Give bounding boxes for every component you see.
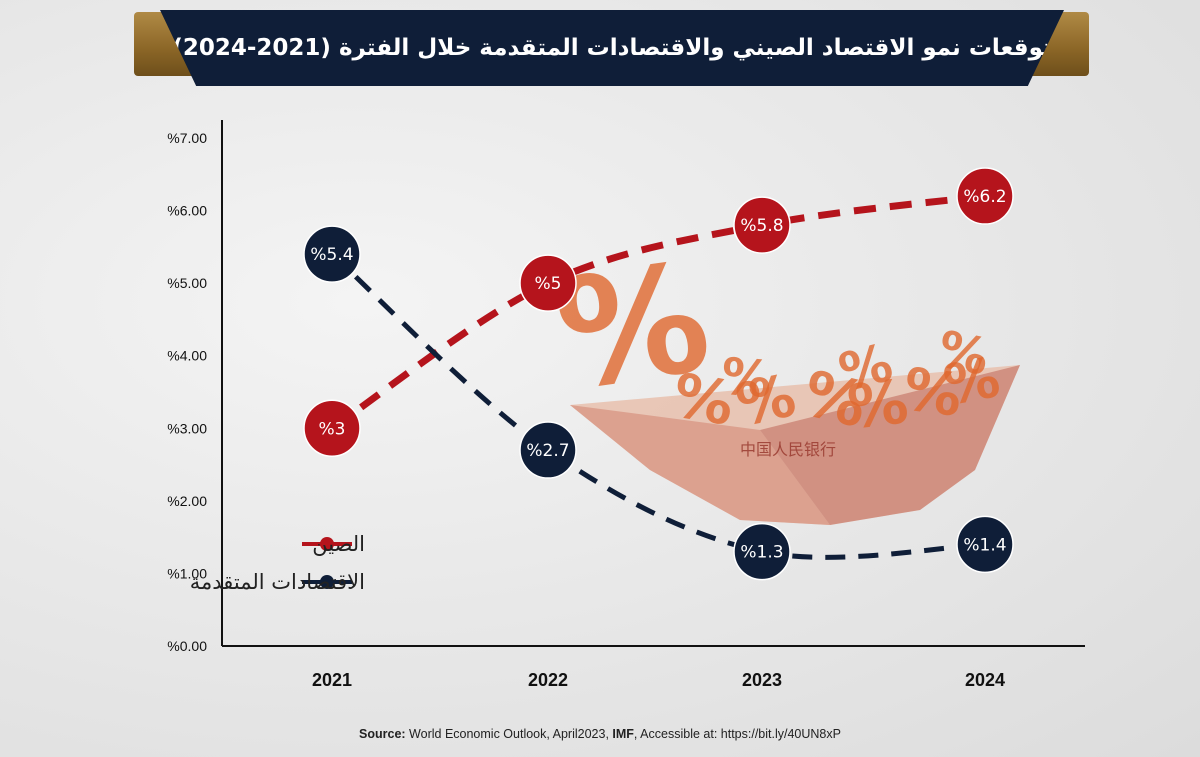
legend-marker bbox=[320, 575, 334, 589]
percent-glyph: % bbox=[730, 361, 801, 440]
percent-glyph: % bbox=[933, 320, 994, 387]
y-tick-label: %6.00 bbox=[167, 203, 207, 219]
legend: الصين الاقتصادات المتقدمة bbox=[190, 532, 365, 594]
data-point bbox=[733, 522, 791, 581]
percent-glyph: % bbox=[546, 231, 719, 424]
data-point bbox=[519, 421, 577, 479]
x-tick-label: 2021 bbox=[312, 670, 352, 690]
percent-glyph: % bbox=[668, 361, 739, 440]
series-line bbox=[330, 252, 986, 560]
boat-left-panel bbox=[570, 405, 830, 525]
source-text-2: , Accessible at: https://bit.ly/40UN8xP bbox=[633, 727, 841, 741]
percent-glyph: % bbox=[899, 354, 966, 429]
source-label: Source: bbox=[359, 727, 406, 741]
y-tick-label: %7.00 bbox=[167, 130, 207, 146]
data-label: %5 bbox=[535, 274, 562, 294]
paper-boat-percent-icon: 中国人民银行%%%%%%%%%% bbox=[546, 231, 1020, 525]
data-label: %1.3 bbox=[740, 543, 783, 563]
boat-right-panel bbox=[760, 365, 1020, 525]
data-label: %5.8 bbox=[740, 216, 783, 236]
chart-title: توقعات نمو الاقتصاد الصيني والاقتصادات ا… bbox=[172, 35, 1052, 61]
source-org: IMF bbox=[612, 727, 634, 741]
x-tick-label: 2023 bbox=[742, 670, 782, 690]
title-banner: توقعات نمو الاقتصاد الصيني والاقتصادات ا… bbox=[160, 10, 1064, 86]
axes: %0.00 %1.00 %2.00 %3.00 %4.00 %5.00 %6.00 %7.00… bbox=[167, 120, 1085, 690]
y-tick-label: %1.00 bbox=[167, 565, 207, 581]
y-tick-label: %3.00 bbox=[167, 420, 207, 436]
y-tick-label: %5.00 bbox=[167, 275, 207, 291]
data-label: %3 bbox=[319, 419, 346, 439]
series-line bbox=[330, 192, 986, 432]
data-point bbox=[956, 167, 1014, 225]
source-text-1: World Economic Outlook, April2023, bbox=[405, 727, 613, 741]
illustration-layer: 中国人民银行%%%%%%%%%% bbox=[546, 231, 1020, 525]
x-tick-label: 2024 bbox=[965, 670, 1005, 690]
percent-glyph: % bbox=[719, 347, 774, 409]
series-points: %3 %5 %5.8 %6.2 %5.4 %2.7 %1.3 %1.4 bbox=[303, 167, 1014, 581]
percent-glyph: % bbox=[844, 367, 911, 443]
data-point bbox=[303, 399, 361, 458]
data-label: %1.4 bbox=[963, 535, 1006, 555]
y-tick-label: %4.00 bbox=[167, 348, 207, 364]
series-lines bbox=[330, 192, 986, 560]
banknote-text: 中国人民银行 bbox=[740, 440, 836, 459]
y-tick-label: %0.00 bbox=[167, 638, 207, 654]
x-tick-label: 2022 bbox=[528, 670, 568, 690]
data-point bbox=[303, 225, 361, 283]
data-point bbox=[519, 254, 577, 312]
legend-label: الصين bbox=[312, 532, 365, 556]
legend-marker bbox=[320, 537, 334, 551]
y-tick-label: %2.00 bbox=[167, 493, 207, 509]
data-point bbox=[956, 515, 1014, 574]
data-point bbox=[733, 196, 791, 254]
legend-label: الاقتصادات المتقدمة bbox=[190, 570, 365, 594]
data-label: %5.4 bbox=[310, 245, 353, 265]
data-label: %2.7 bbox=[526, 441, 569, 461]
source-note: Source: World Economic Outlook, April202… bbox=[0, 727, 1200, 741]
percent-glyph: % bbox=[939, 345, 1004, 418]
data-label: %6.2 bbox=[963, 187, 1006, 207]
